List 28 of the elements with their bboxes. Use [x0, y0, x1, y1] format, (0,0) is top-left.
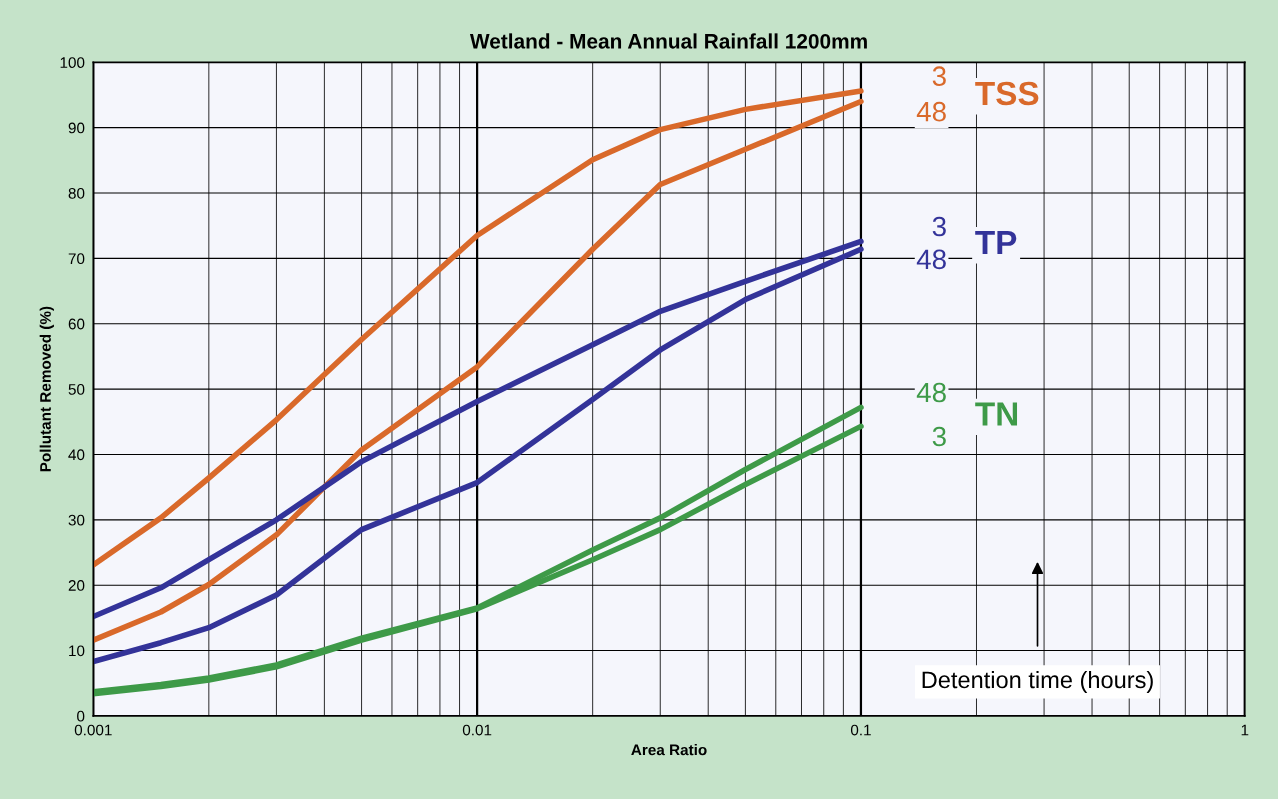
text: 48 — [916, 101, 946, 122]
x-axis-title: Area Ratio — [631, 744, 707, 756]
y-tick-label: 30 — [68, 514, 85, 526]
y-axis-title: Pollutant Removed (%) — [39, 306, 54, 472]
text: 48 — [916, 382, 946, 403]
x-tick-label: 1 — [1241, 724, 1249, 736]
chart-title: Wetland - Mean Annual Rainfall 1200mm — [469, 33, 867, 49]
y-tick-label: 60 — [68, 318, 85, 330]
x-tick-label: 0.01 — [462, 724, 492, 736]
y-tick-label: 90 — [68, 122, 85, 134]
y-tick-label: 100 — [60, 57, 85, 69]
x-tick-label: 0.001 — [74, 724, 112, 736]
x-tick-label: 0.1 — [850, 724, 871, 736]
annotation: TP — [975, 231, 1017, 254]
y-tick-label: 40 — [68, 449, 85, 461]
text: 3 — [932, 216, 946, 237]
y-tick-label: 80 — [68, 187, 85, 199]
y-tick-label: 50 — [68, 383, 85, 395]
y-tick-label: 10 — [69, 645, 85, 657]
y-tick-label: 20 — [68, 580, 85, 591]
annotation: Detention time (hours) — [922, 670, 1153, 693]
y-tick-label: 70 — [68, 253, 85, 265]
y-tick-label: 0 — [77, 710, 85, 722]
annotation: TSS — [975, 81, 1039, 106]
text: 3 — [932, 66, 946, 87]
annotation: TN — [975, 402, 1018, 426]
text: 48 — [916, 249, 946, 270]
text: 3 — [932, 426, 946, 447]
